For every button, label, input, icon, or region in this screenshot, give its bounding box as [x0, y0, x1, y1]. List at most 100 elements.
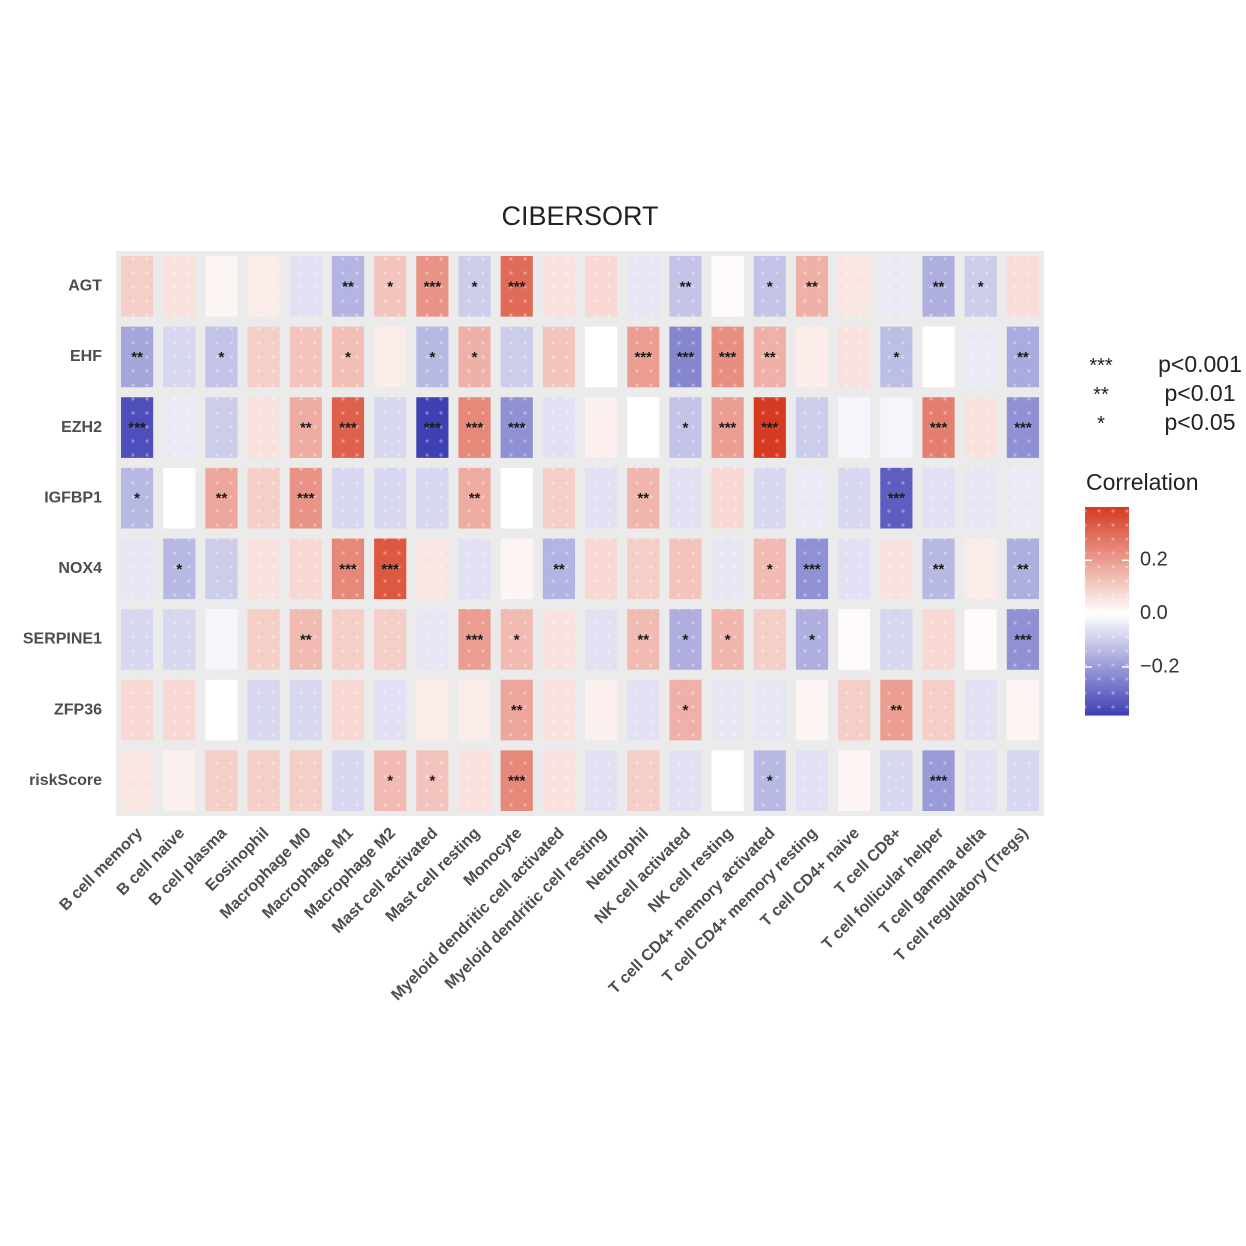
significance-mark: ** — [764, 349, 776, 366]
heatmap-cell — [711, 467, 744, 529]
cell-texture — [289, 256, 322, 317]
heatmap-cell — [922, 326, 955, 388]
cell-texture — [289, 397, 322, 458]
cell-texture — [753, 679, 786, 741]
heatmap-cell — [247, 397, 280, 458]
heatmap-cell — [711, 750, 744, 811]
significance-mark: * — [472, 278, 478, 295]
heatmap-cell: * — [416, 326, 449, 388]
cell-texture — [121, 326, 154, 388]
heatmap-cell — [163, 467, 196, 529]
heatmap-cell — [1006, 467, 1039, 529]
heatmap-cell — [753, 609, 786, 670]
cell-texture — [795, 256, 829, 317]
cell-texture — [205, 538, 238, 600]
heatmap-cell — [416, 679, 449, 741]
cell-texture — [500, 397, 533, 458]
cell-texture — [163, 609, 196, 670]
cell-texture — [922, 609, 955, 670]
heatmap-cell: ** — [922, 256, 955, 317]
significance-mark: *** — [466, 631, 484, 648]
cell-texture — [585, 750, 618, 811]
cell-texture — [838, 609, 871, 670]
heatmap-cell — [585, 256, 618, 317]
heatmap-cell — [542, 326, 575, 388]
heatmap-cell — [795, 467, 829, 529]
cell-texture — [795, 679, 829, 741]
cell-texture — [331, 326, 365, 388]
heatmap-cell — [289, 750, 322, 811]
cell-texture — [795, 326, 829, 388]
significance-mark: * — [683, 631, 689, 648]
heatmap-cell — [458, 750, 491, 811]
cell-texture — [331, 750, 365, 811]
heatmap-cell: ** — [627, 609, 660, 670]
cell-texture — [247, 256, 280, 317]
heatmap-cell: * — [121, 467, 154, 529]
heatmap-cell: *** — [711, 326, 744, 388]
cell-texture — [922, 538, 955, 600]
heatmap-cell — [585, 397, 618, 458]
heatmap-cell: *** — [795, 538, 829, 600]
cell-texture — [500, 326, 533, 388]
heatmap-cell — [163, 397, 196, 458]
heatmap-cell — [711, 679, 744, 741]
heatmap-cell — [669, 538, 702, 600]
cell-texture — [1006, 750, 1039, 811]
cell-texture — [163, 538, 196, 600]
heatmap-cell — [331, 609, 365, 670]
heatmap-cell — [205, 256, 238, 317]
cell-texture — [711, 538, 744, 600]
heatmap-cell — [669, 750, 702, 811]
cell-texture — [205, 256, 238, 317]
heatmap-cell — [121, 679, 154, 741]
heatmap-cell: *** — [500, 750, 533, 811]
heatmap-cell — [205, 538, 238, 600]
y-tick-label: EHF — [70, 348, 102, 365]
heatmap-cell — [1006, 679, 1039, 741]
heatmap-cell — [838, 397, 871, 458]
heatmap-cell: * — [711, 609, 744, 670]
cell-texture — [374, 397, 407, 458]
heatmap-cell — [838, 679, 871, 741]
heatmap-cell — [500, 538, 533, 600]
heatmap-cell — [964, 538, 997, 600]
significance-mark: ** — [806, 278, 818, 295]
cell-texture — [331, 609, 365, 670]
significance-mark: * — [219, 349, 225, 366]
cell-texture — [711, 609, 744, 670]
heatmap-cell: *** — [416, 256, 449, 317]
heatmap-cell: * — [669, 397, 702, 458]
heatmap-cell — [585, 750, 618, 811]
cell-texture — [880, 326, 913, 388]
heatmap-cell: ** — [289, 609, 322, 670]
heatmap-cell: *** — [416, 397, 449, 458]
heatmap-cell — [627, 397, 660, 458]
heatmap-cell: * — [331, 326, 365, 388]
heatmap-cell — [500, 467, 533, 529]
heatmap-cell: ** — [331, 256, 365, 317]
heatmap-cell: * — [669, 609, 702, 670]
cell-texture — [627, 538, 660, 600]
significance-mark: *** — [508, 773, 526, 790]
heatmap-cell: ** — [500, 679, 533, 741]
cell-texture — [627, 256, 660, 317]
cell-texture — [669, 397, 702, 458]
cell-texture — [922, 750, 955, 811]
cell-texture — [880, 538, 913, 600]
heatmap-cell — [880, 256, 913, 317]
heatmap-cell: * — [205, 326, 238, 388]
cell-texture — [669, 256, 702, 317]
heatmap-cell: *** — [500, 256, 533, 317]
cell-texture — [374, 256, 407, 317]
cell-texture — [163, 397, 196, 458]
heatmap-cell — [753, 467, 786, 529]
heatmap-cell: ** — [289, 397, 322, 458]
cell-texture — [205, 679, 238, 741]
heatmap-cell: *** — [331, 397, 365, 458]
cell-texture — [627, 467, 660, 529]
cell-texture — [711, 467, 744, 529]
heatmap-cell: ** — [922, 538, 955, 600]
